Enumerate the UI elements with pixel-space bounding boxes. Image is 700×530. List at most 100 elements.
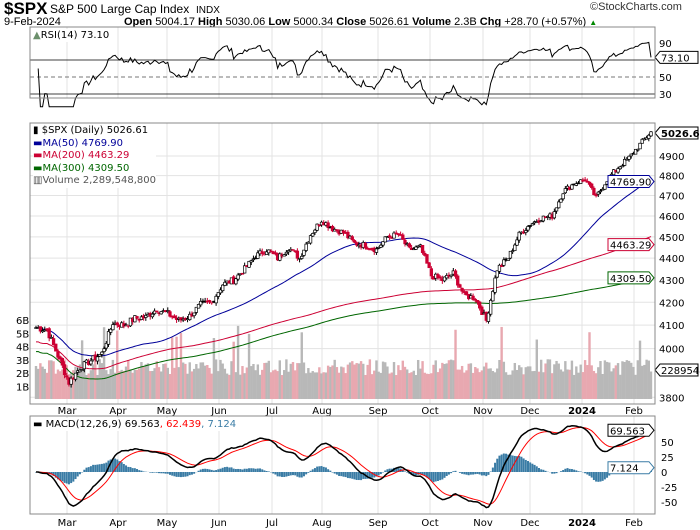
x-axis-label: Aug: [312, 406, 332, 417]
macd-histogram-bar: [311, 469, 314, 472]
candle-body: [115, 322, 119, 326]
candle-body: [513, 244, 517, 251]
volume-bar: [232, 341, 235, 399]
volume-bar: [142, 366, 145, 399]
macd-tick-label: -50: [661, 498, 677, 509]
candle-body: [473, 298, 477, 301]
price-current-label-box: [654, 126, 699, 140]
macd-histogram-bar: [540, 469, 543, 472]
candle-body: [508, 250, 513, 259]
close-label: Close: [336, 16, 367, 28]
macd-histogram-bar: [228, 467, 231, 472]
macd-histogram-bar: [199, 469, 202, 472]
macd-histogram-bar: [212, 470, 215, 472]
macd-histogram-bar: [35, 472, 37, 473]
volume-bar: [610, 371, 613, 399]
volume-bar: [149, 371, 152, 399]
macd-histogram-bar: [454, 470, 457, 472]
volume-bar: [344, 373, 347, 399]
volume-bar: [197, 368, 200, 399]
volume-bar: [72, 370, 75, 399]
volume-bar: [504, 372, 508, 399]
candle-body: [574, 183, 578, 186]
candle-body: [374, 248, 379, 253]
macd-histogram-bar: [467, 472, 470, 476]
macd-histogram-bar: [513, 455, 516, 472]
macd-histogram-bar: [256, 468, 259, 472]
volume-bar: [419, 368, 422, 399]
candle-body: [286, 250, 291, 253]
macd-histogram-bar: [551, 472, 554, 474]
volume-bar: [353, 364, 356, 399]
macd-histogram-bar: [54, 472, 57, 478]
macd-histogram-bar: [522, 458, 525, 472]
volume-bar: [392, 362, 396, 399]
volume-bar: [423, 372, 426, 399]
macd-histogram-bar: [606, 472, 609, 478]
candle-body: [302, 249, 306, 256]
rsi-tick-label: 50: [659, 73, 672, 84]
macd-histogram-bar: [566, 468, 569, 472]
candle-body: [541, 215, 546, 222]
x-axis-label-bottom: Dec: [520, 518, 539, 529]
candle-body: [530, 223, 535, 226]
macd-histogram-bar: [371, 472, 374, 478]
volume-bar: [471, 372, 475, 399]
macd-histogram-bar: [89, 466, 92, 472]
macd-hist-label-box: [607, 461, 655, 475]
candle-body: [598, 190, 603, 193]
candle-body: [295, 250, 300, 259]
brand-logo[interactable]: ©StockCharts.com: [590, 1, 682, 13]
candle-body: [552, 211, 557, 219]
candle-body: [355, 242, 359, 246]
candle-body: [592, 187, 596, 195]
volume-bar: [436, 372, 440, 399]
macd-histogram-bar: [50, 472, 53, 475]
macd-histogram-bar: [379, 472, 382, 475]
volume-bar: [379, 372, 383, 399]
price-tick-label: 3800: [659, 393, 684, 404]
candle-body: [260, 251, 264, 254]
macd-histogram-bar: [65, 472, 68, 484]
macd-histogram-bar: [96, 464, 99, 472]
volume-bar: [151, 370, 154, 399]
macd-histogram-bar: [502, 453, 505, 472]
macd-histogram-bar: [204, 468, 207, 472]
volume-value-label-box: [654, 363, 699, 377]
volume-bar: [528, 366, 532, 399]
macd-histogram-bar: [329, 470, 332, 472]
macd-histogram-bar: [289, 472, 292, 476]
candle-body: [442, 276, 447, 282]
volume-bar: [599, 361, 602, 399]
x-axis-label: Apr: [109, 406, 127, 417]
candle-body: [49, 337, 54, 339]
macd-histogram-bar: [575, 470, 578, 472]
candle-body: [51, 338, 56, 345]
volume-bar: [513, 362, 517, 399]
panel-border: [29, 122, 656, 405]
volume-bar: [425, 373, 429, 399]
volume-bar: [199, 362, 202, 399]
macd-histogram-bar: [94, 464, 97, 472]
candle-body: [587, 181, 592, 185]
candle-body: [240, 272, 245, 275]
macd-histogram-bar: [452, 471, 455, 472]
macd-histogram-bar: [281, 472, 283, 477]
volume-bar: [546, 359, 549, 399]
macd-histogram-bar: [463, 472, 466, 475]
macd-histogram-bar: [346, 472, 349, 479]
macd-histogram-bar: [597, 472, 600, 482]
volume-bar: [478, 372, 481, 399]
macd-histogram-bar: [98, 464, 101, 472]
volume-bar: [430, 373, 433, 399]
macd-histogram-bar: [136, 469, 139, 472]
volume-bar: [230, 361, 233, 399]
volume-bar: [135, 369, 139, 399]
macd-histogram-bar: [360, 472, 363, 481]
volume-bar: [309, 372, 312, 399]
macd-histogram-bar: [241, 469, 244, 472]
volume-bar: [217, 371, 220, 399]
x-axis-label: Oct: [421, 406, 438, 417]
volume-bar: [34, 366, 38, 399]
